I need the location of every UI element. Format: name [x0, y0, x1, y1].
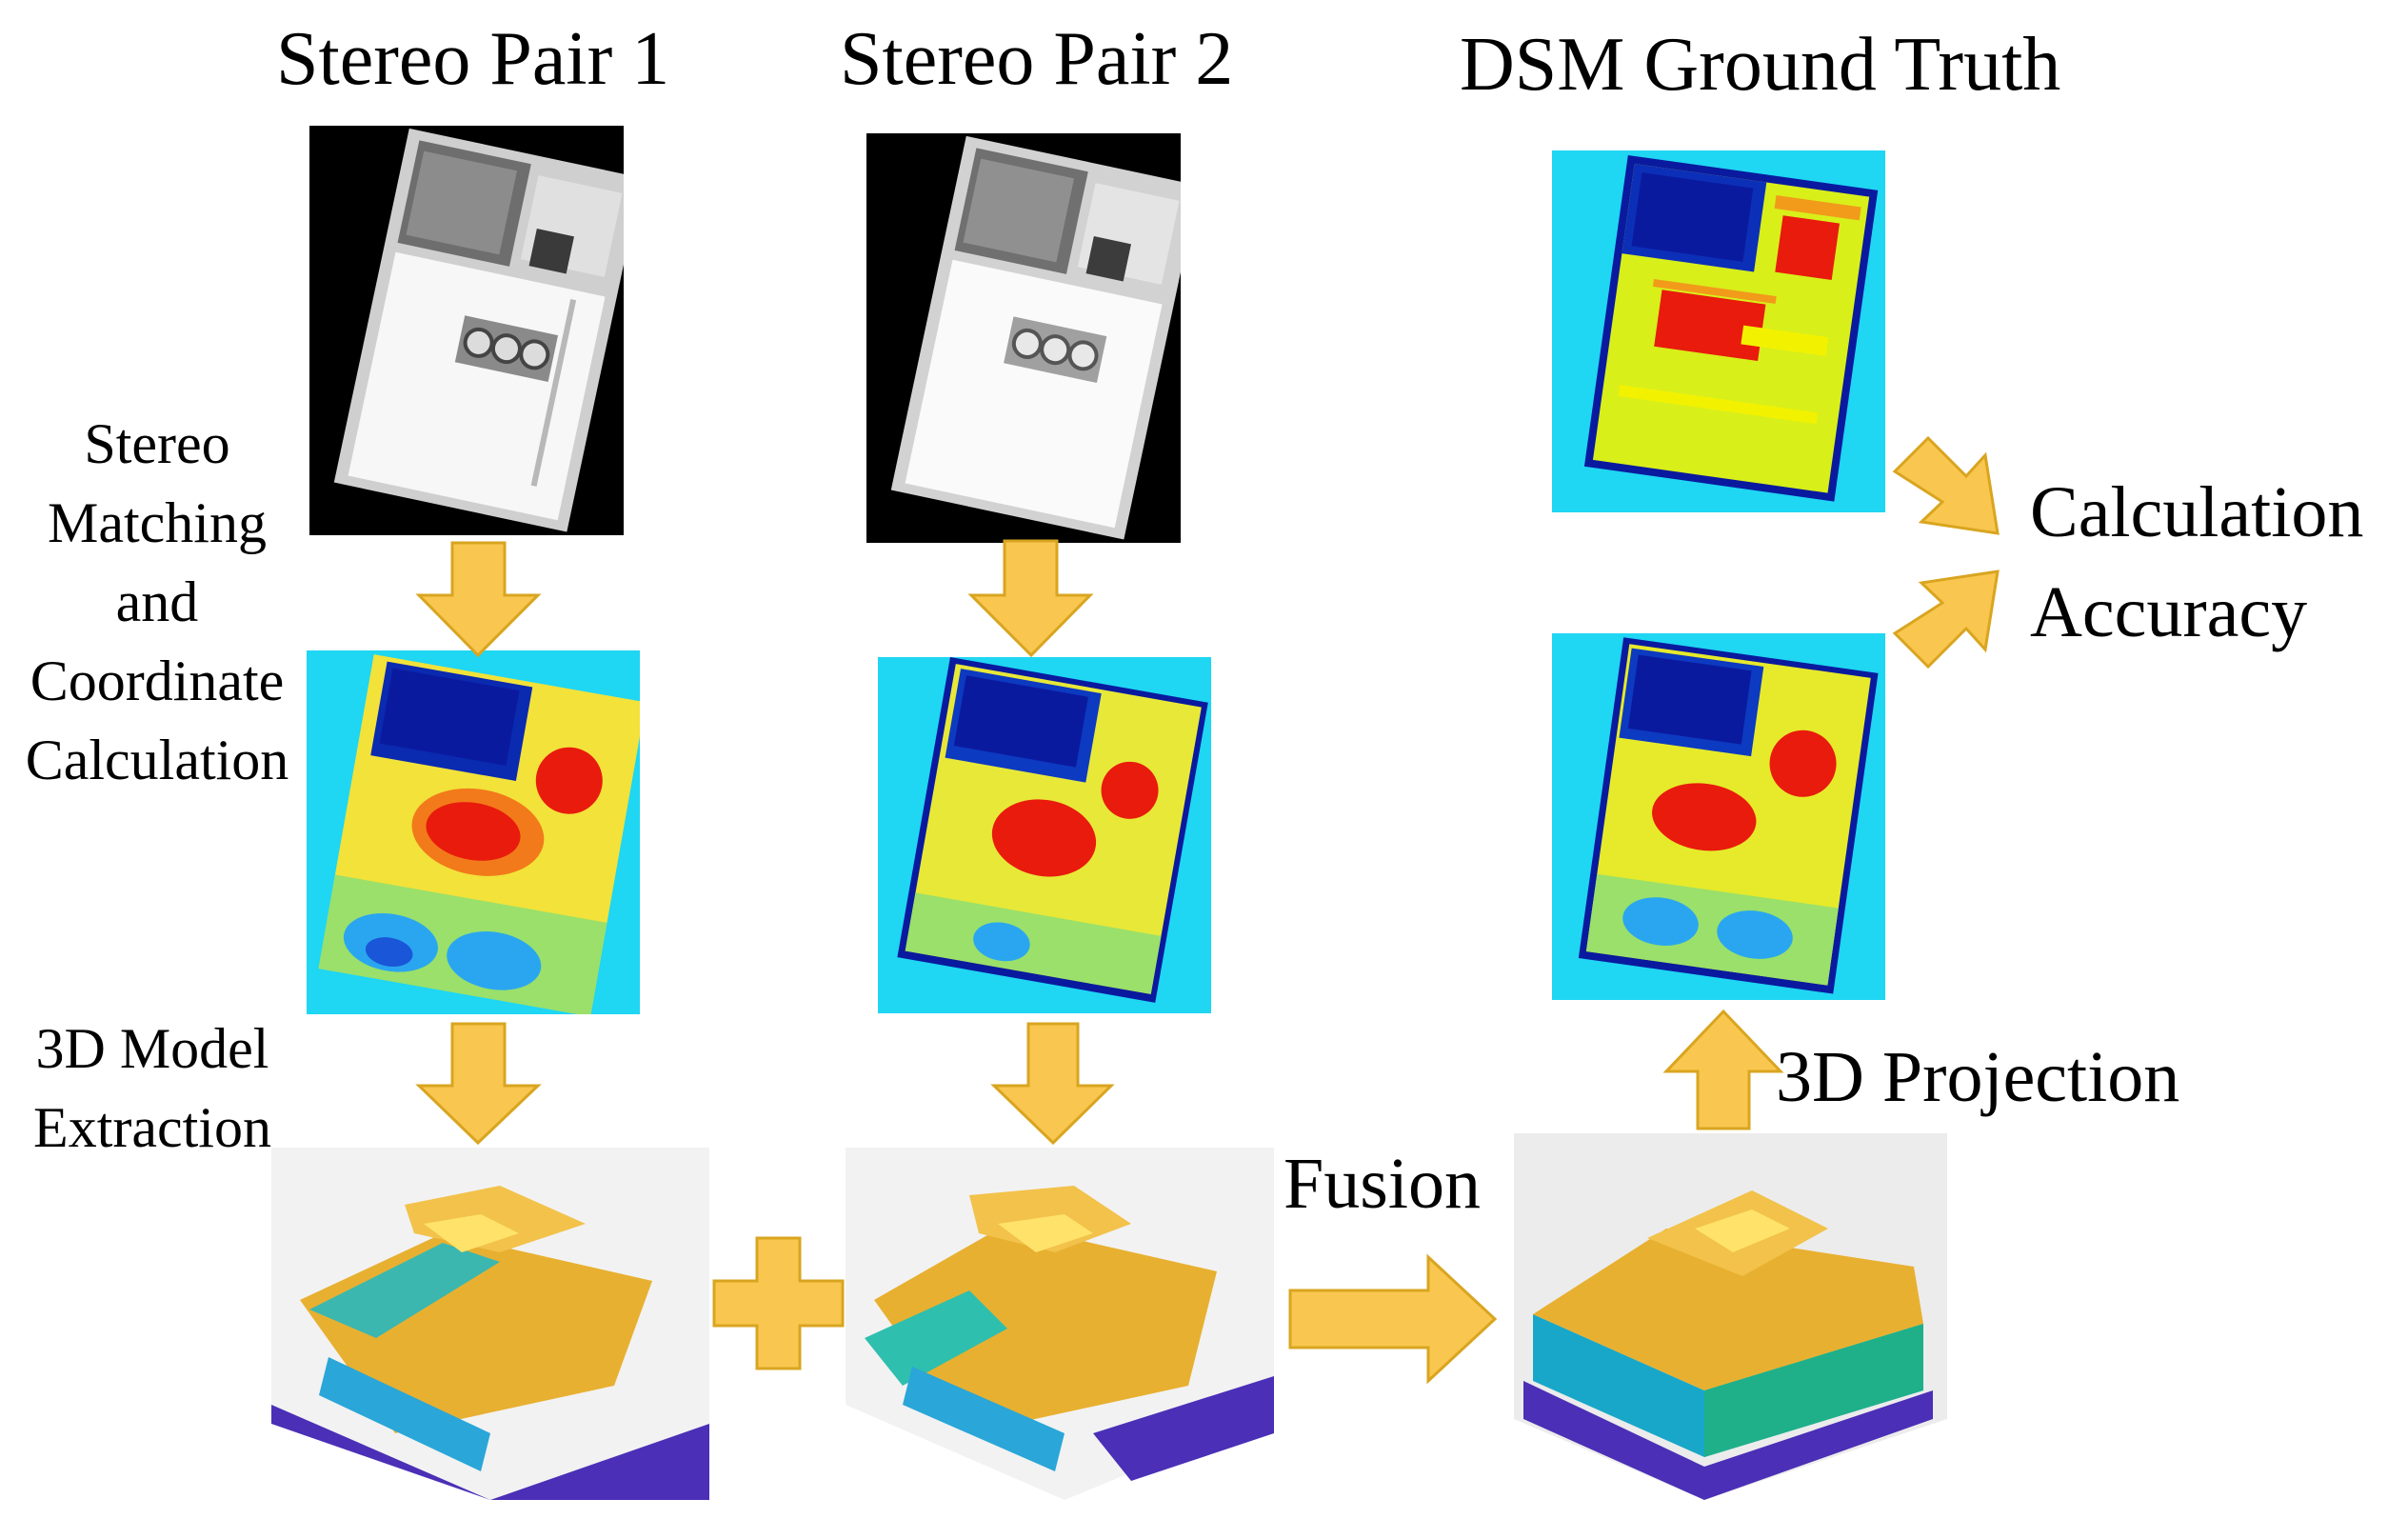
satellite-image-2	[866, 133, 1181, 543]
fused-surface-model	[1514, 1133, 1947, 1500]
label-line: Stereo	[84, 412, 230, 475]
label-line: 3D Model	[35, 1017, 269, 1080]
arrow-right-icon	[1892, 435, 2000, 535]
label-calculation: Calculation	[2030, 472, 2364, 552]
label-line: Coordinate	[30, 650, 285, 712]
depth-map-1	[307, 650, 640, 1014]
dsm-ground-truth-map	[1552, 150, 1885, 512]
point-cloud-2	[846, 1148, 1274, 1500]
label-3d-projection: 3D Projection	[1776, 1037, 2180, 1117]
header-stereo-pair-2: Stereo Pair 2	[840, 17, 1234, 101]
arrow-down-icon	[415, 1022, 542, 1146]
label-line: Matching	[48, 491, 267, 554]
arrow-right-icon	[1288, 1253, 1498, 1385]
label-fusion: Fusion	[1284, 1144, 1481, 1224]
arrow-down-icon	[415, 541, 542, 658]
projected-dsm-map	[1552, 633, 1885, 1000]
arrow-down-icon	[990, 1022, 1115, 1146]
label-accuracy: Accuracy	[2030, 572, 2308, 652]
point-cloud-1	[271, 1148, 709, 1500]
label-line: Extraction	[33, 1096, 271, 1159]
arrow-up-icon	[1662, 1009, 1784, 1130]
label-line: and	[115, 570, 199, 633]
depth-map-2	[878, 657, 1211, 1013]
label-line: Calculation	[25, 729, 289, 791]
arrow-down-icon	[967, 539, 1094, 658]
arrow-right-icon	[1892, 570, 2000, 670]
header-dsm-ground-truth: DSM Ground Truth	[1460, 23, 2061, 107]
plus-icon	[712, 1236, 845, 1370]
label-stereo-matching: Stereo Matching and Coordinate Calculati…	[0, 405, 314, 800]
header-stereo-pair-1: Stereo Pair 1	[276, 17, 670, 101]
satellite-image-1	[309, 126, 624, 535]
label-3d-model-extraction: 3D Model Extraction	[0, 1009, 305, 1168]
